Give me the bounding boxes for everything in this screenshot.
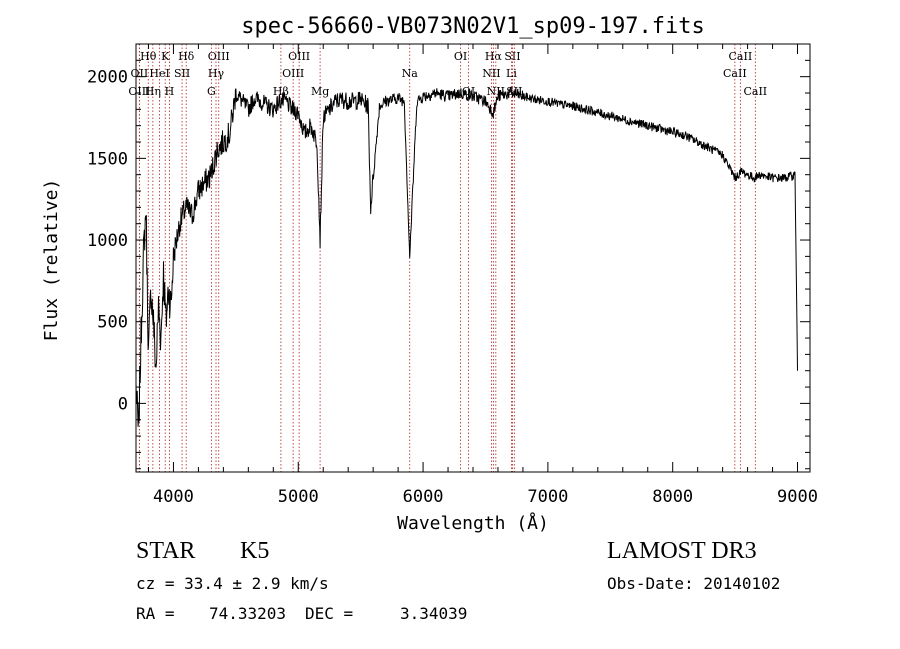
line-label-8: Hδ (178, 50, 195, 63)
plot-area (135, 86, 798, 427)
x-tick-label-1: 5000 (278, 487, 319, 507)
line-label-7: H (165, 85, 175, 98)
line-label-6: SII (174, 67, 190, 80)
line-label-3: K (161, 50, 170, 63)
line-label-5: Hη (145, 85, 161, 98)
line-label-21: NII (487, 85, 505, 98)
line-label-13: OIII (288, 50, 310, 63)
axes: 4000 5000 6000 7000 8000 9000 0 500 1000 1500 2000 (87, 43, 818, 507)
y-tick-label-0: 0 (118, 394, 128, 414)
line-label-23: Li (506, 67, 517, 80)
ra-label: RA = (136, 604, 175, 623)
redshift-cz: cz = 33.4 ± 2.9 km/s (136, 574, 329, 593)
object-class: STAR (136, 538, 196, 564)
obs-date: Obs-Date: 20140102 (607, 574, 781, 593)
line-label-2: OIII (128, 85, 150, 98)
survey-label: LAMOST DR3 (607, 538, 757, 564)
line-label-9: OIII (208, 50, 230, 63)
spectrum-line (135, 86, 798, 427)
y-tick-label-1: 500 (97, 313, 128, 333)
x-tick-label-3: 7000 (527, 487, 568, 507)
chart-title: spec-56660-VB073N02V1_sp09-197.fits (241, 14, 705, 39)
dec-value: 3.34039 (400, 604, 468, 623)
line-label-11: G (207, 85, 216, 98)
object-subclass: K5 (240, 538, 270, 564)
line-label-4: HeI (149, 67, 169, 80)
y-axis-label: Flux (relative) (41, 179, 62, 342)
x-tick-label-4: 8000 (652, 487, 693, 507)
line-label-20: NII (482, 67, 500, 80)
line-label-14: OIII (282, 67, 304, 80)
y-tick-label-3: 1500 (87, 149, 128, 169)
line-label-26: CaII (723, 67, 747, 80)
y-tick-label-2: 1000 (87, 231, 128, 251)
line-label-16: Na (402, 67, 419, 80)
plot-frame (135, 43, 811, 473)
ra-value: 74.33203 (209, 604, 287, 623)
line-label-22: SII (504, 50, 520, 63)
x-axis-label: Wavelength (Å) (397, 512, 549, 534)
line-label-17: OI (454, 50, 467, 63)
line-label-15: Mg (311, 85, 329, 98)
line-label-27: CaII (743, 85, 767, 98)
x-tick-label-0: 4000 (153, 487, 194, 507)
line-label-0: Hθ (140, 50, 157, 63)
dec-label: DEC = (305, 604, 354, 623)
line-label-25: CaII (729, 50, 753, 63)
line-label-19: Hα (485, 50, 503, 63)
x-tick-label-5: 9000 (777, 487, 818, 507)
line-label-10: Hγ (208, 67, 225, 80)
x-tick-label-2: 6000 (403, 487, 444, 507)
y-tick-label-4: 2000 (87, 68, 128, 88)
